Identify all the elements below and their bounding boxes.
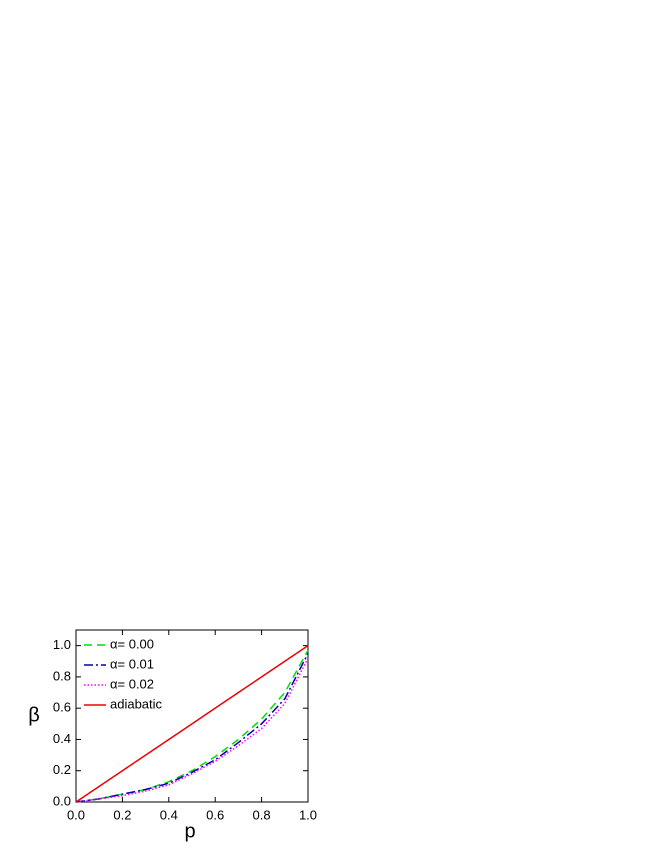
legend-label: α= 0.00 [110, 636, 154, 651]
x-axis-title: p [184, 820, 195, 842]
series-line [75, 657, 309, 803]
y-tick-label: 0.8 [53, 668, 71, 683]
series-line [75, 645, 309, 803]
legend-label: α= 0.01 [110, 656, 154, 671]
legend-label: α= 0.02 [110, 676, 154, 691]
legend-label: adiabatic [110, 696, 163, 711]
x-tick-label: 0.4 [160, 807, 178, 822]
y-tick-label: 1.0 [53, 637, 71, 652]
y-tick-label: 0.2 [53, 762, 71, 777]
x-tick-label: 0.2 [113, 807, 131, 822]
x-tick-label: 1.0 [299, 807, 317, 822]
x-tick-label: 0.8 [253, 807, 271, 822]
x-tick-label: 0.6 [206, 807, 224, 822]
plot-frame [75, 629, 309, 803]
y-tick-label: 0.4 [53, 731, 71, 746]
x-tick-label: 0.0 [67, 807, 85, 822]
y-tick-label: 0.0 [53, 793, 71, 808]
y-axis-title: β [28, 704, 40, 726]
series-line [75, 653, 309, 803]
y-tick-label: 0.6 [53, 700, 71, 715]
